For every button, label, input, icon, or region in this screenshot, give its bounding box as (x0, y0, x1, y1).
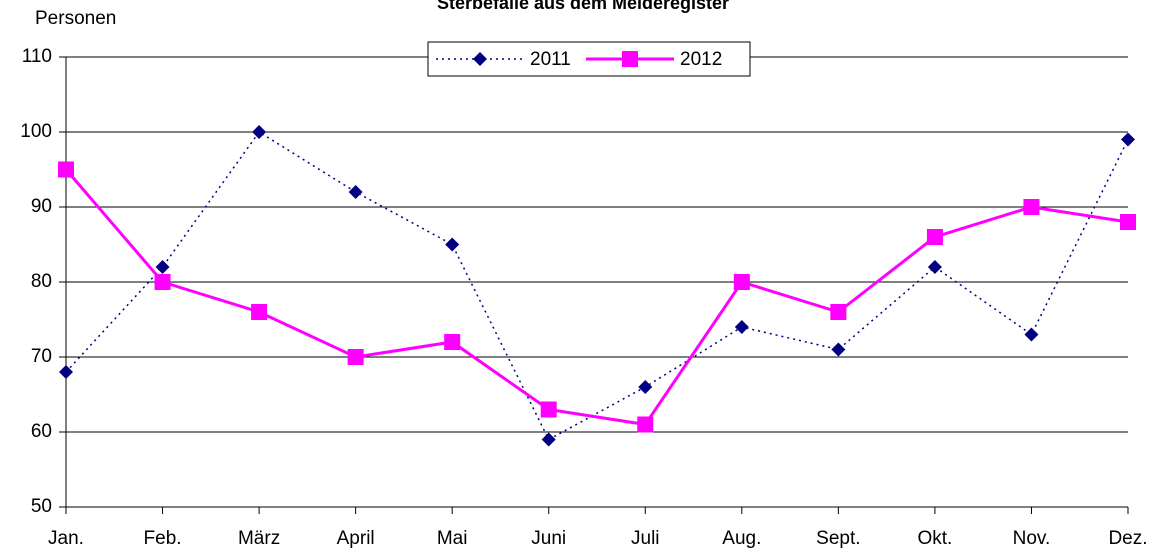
data-point (445, 237, 460, 252)
data-point (444, 334, 461, 350)
x-tick-label: Mai (437, 528, 468, 549)
chart-title: Sterbefälle aus dem Melderegister (437, 0, 729, 13)
y-axis-label: Personen (35, 8, 116, 29)
legend-label: 2012 (680, 49, 722, 70)
legend-label: 2011 (530, 49, 571, 70)
y-tick-label: 100 (20, 121, 52, 142)
data-point (1023, 199, 1040, 215)
y-tick-label: 70 (31, 346, 52, 367)
data-point (734, 320, 749, 334)
series-line (65, 130, 1129, 441)
y-tick-label: 110 (22, 46, 52, 67)
y-tick-label: 90 (31, 196, 52, 217)
data-point (58, 161, 74, 178)
y-tick-label: 80 (31, 271, 52, 292)
x-tick-label: Jan. (48, 528, 84, 549)
data-point (1121, 132, 1135, 147)
x-tick-label: Aug. (722, 528, 761, 549)
y-tick-label: 50 (31, 496, 52, 517)
data-point (830, 304, 847, 320)
data-point (59, 365, 73, 379)
data-point (251, 304, 268, 320)
x-tick-label: Dez. (1108, 528, 1147, 549)
data-point (155, 260, 170, 274)
data-point (926, 229, 943, 245)
data-point (154, 274, 171, 290)
legend-marker (473, 52, 487, 66)
series-line (64, 168, 1129, 427)
x-tick-label: Okt. (917, 528, 952, 549)
data-point (831, 342, 846, 357)
data-point (348, 185, 363, 199)
x-tick-label: Feb. (144, 528, 182, 549)
x-tick-label: Juni (531, 528, 566, 549)
x-tick-label: Sept. (816, 528, 860, 549)
data-point (733, 274, 750, 290)
x-tick-label: Nov. (1013, 528, 1051, 549)
data-point (637, 416, 654, 433)
x-tick-label: März (238, 528, 280, 549)
data-point (638, 380, 653, 394)
legend-marker (622, 51, 638, 67)
data-point (541, 432, 556, 447)
data-point (1120, 214, 1136, 230)
data-point (540, 401, 557, 418)
data-point (252, 125, 267, 139)
data-point (1024, 327, 1039, 342)
y-tick-label: 60 (31, 421, 52, 442)
x-tick-label: Juli (631, 528, 660, 549)
x-tick-label: April (337, 528, 375, 549)
data-point (347, 349, 364, 365)
data-point (927, 260, 942, 274)
